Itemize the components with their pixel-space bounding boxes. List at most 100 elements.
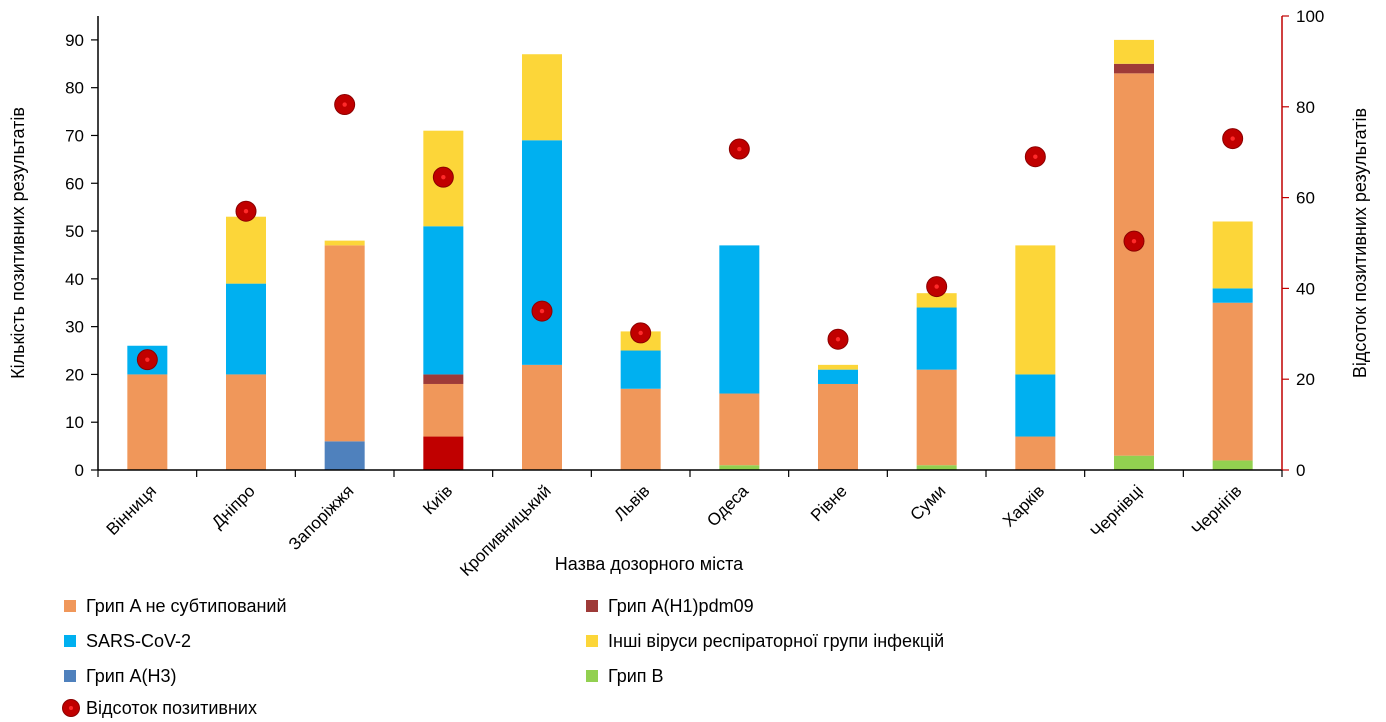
x-tick-label: Дніпро [208,481,259,532]
bar-segment [1114,73,1154,456]
legend-label: Відсоток позитивних [86,698,257,718]
x-tick-label: Запоріжжя [285,481,358,554]
bar-segment [127,374,168,470]
y2-tick-label: 100 [1296,7,1324,26]
y-tick-label: 40 [65,270,84,289]
y-tick-label: 20 [65,365,84,384]
percent-marker [827,328,849,350]
percent-marker [235,200,257,222]
bar-segment [719,245,760,394]
bar-segment [324,240,365,246]
bar-segment [1114,455,1154,470]
legend-swatch-icon [586,635,598,647]
percent-marker [1123,230,1145,252]
bar-segment [522,364,562,470]
bar-segment [522,140,562,365]
y2-axis-title: Відсоток позитивних результатів [1350,108,1370,378]
bar-segment [226,283,266,375]
bar-segment [1212,221,1253,289]
bar-segment [423,383,464,437]
x-tick-label: Київ [419,481,456,518]
legend-swatch-icon [586,670,598,682]
bar-segment [1114,39,1154,64]
legend-label: Грип A(H1)pdm09 [608,596,754,616]
y-tick-label: 30 [65,318,84,337]
bar-segment [423,226,464,375]
bar-segment [324,441,365,470]
legend-label: Інші віруси респіраторної групи інфекцій [608,631,944,651]
bar-segment [522,54,562,141]
bar-segment [620,388,661,470]
x-tick-label: Чернівці [1087,481,1147,541]
percent-marker [926,276,948,298]
bar-segment [1015,436,1056,470]
bar-segment [1015,374,1056,437]
y-tick-label: 0 [75,461,84,480]
x-tick-label: Рівне [807,481,851,525]
y2-tick-label: 0 [1296,461,1305,480]
legend-item: Грип B [586,666,664,686]
percent-marker [630,322,652,344]
bar-segment [1015,245,1056,375]
x-tick-label: Харків [999,481,1048,530]
percent-marker [334,94,356,116]
bars-layer [127,39,1253,470]
bar-segment [620,350,661,389]
bar-segment [1212,460,1253,470]
y2-tick-label: 60 [1296,189,1315,208]
x-tick-label: Одеса [703,481,752,530]
legend: Грип A не субтипований Грип A(H1)pdm09 SAR… [62,596,944,718]
percent-marker [136,349,158,371]
bar-segment [423,374,464,384]
legend-swatch-icon [64,670,76,682]
bar-segment [226,216,266,284]
bar-segment [818,369,858,384]
legend-item: SARS-CoV-2 [64,631,191,651]
x-axis-title: Назва дозорного міста [555,554,744,574]
y-tick-label: 90 [65,31,84,50]
legend-item: Грип A(H3) [64,666,177,686]
x-tick-label: Кропивницький [456,481,555,580]
y2-tick-label: 40 [1296,279,1315,298]
x-tick-label: Чернігів [1188,481,1246,539]
legend-label: Грип A не субтипований [86,596,287,616]
y-tick-label: 70 [65,126,84,145]
y-axis-title: Кількість позитивних результатів [8,107,28,379]
legend-swatch-icon [586,600,598,612]
x-tick-label: Львів [610,481,653,524]
legend-item: Грип A(H1)pdm09 [586,596,754,616]
bar-segment [916,465,957,470]
legend-item: Відсоток позитивних [62,698,257,718]
bar-segment [423,436,464,470]
percent-marker [728,138,750,160]
y-tick-label: 60 [65,174,84,193]
percent-marker [1222,128,1244,150]
percent-marker [432,166,454,188]
legend-label: SARS-CoV-2 [86,631,191,651]
legend-swatch-icon [64,600,76,612]
y-tick-label: 50 [65,222,84,241]
bar-segment [1212,288,1253,303]
legend-item: Інші віруси респіраторної групи інфекцій [586,631,944,651]
bar-segment [1212,302,1253,461]
bar-segment [818,383,858,470]
legend-swatch-icon [64,635,76,647]
x-tick-label: Вінниця [103,481,161,539]
y2-tick-label: 20 [1296,370,1315,389]
bar-segment [818,364,858,370]
bar-segment [226,374,266,470]
y-tick-label: 80 [65,79,84,98]
legend-label: Грип B [608,666,664,686]
bar-segment [719,393,760,466]
legend-item: Грип A не субтипований [64,596,287,616]
percent-marker [1024,146,1046,168]
y-tick-label: 10 [65,413,84,432]
bar-segment [324,245,365,442]
legend-label: Грип A(H3) [86,666,177,686]
bar-segment [916,369,957,466]
bar-segment [719,465,760,470]
y2-tick-label: 80 [1296,98,1315,117]
bar-segment [916,293,957,308]
x-tick-label: Суми [907,481,950,524]
